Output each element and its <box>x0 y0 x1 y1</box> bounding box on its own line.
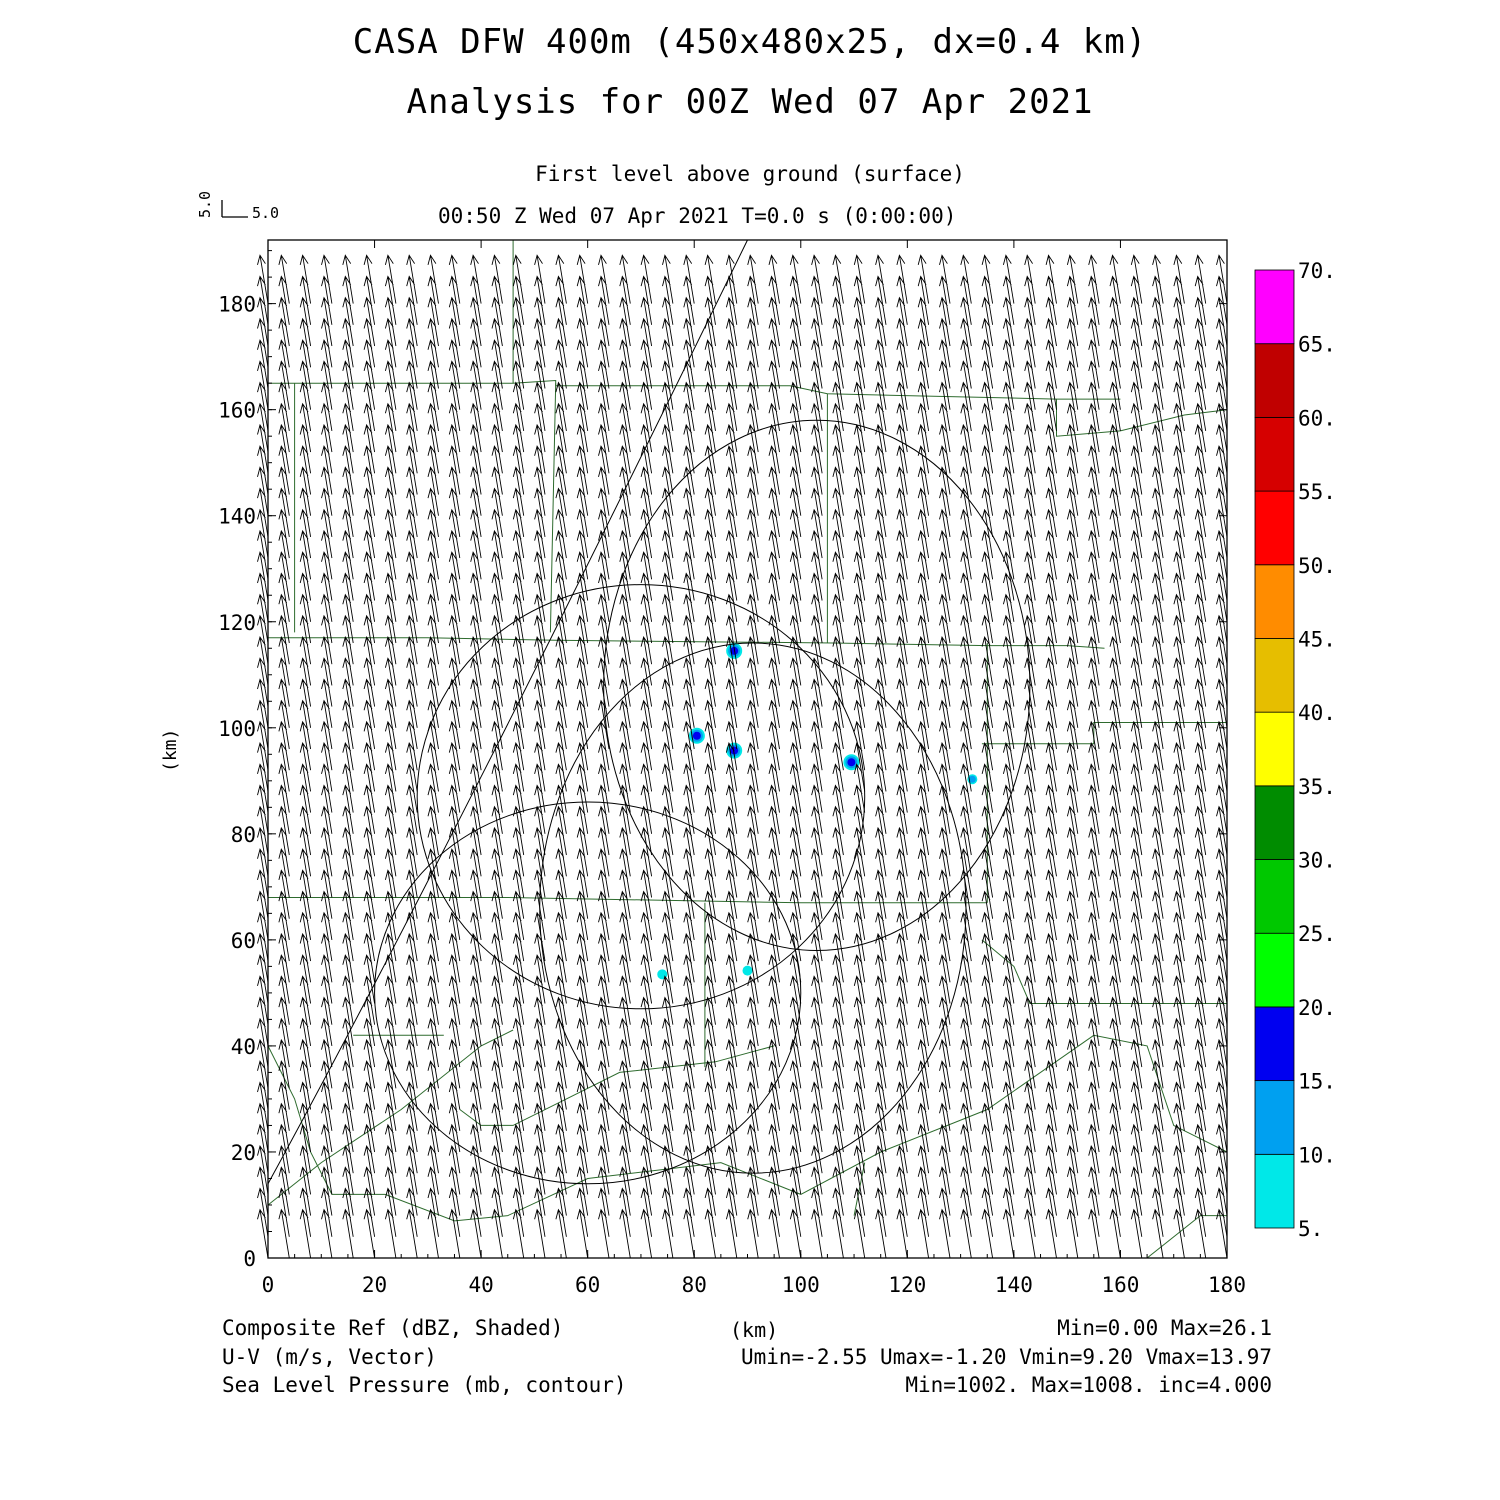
colorbar-label: 55. <box>1298 480 1336 504</box>
plot-frame <box>267 239 1228 1259</box>
footer-pressure-label: Sea Level Pressure (mb, contour) <box>222 1373 627 1397</box>
x-tick-label: 160 <box>1101 1273 1139 1297</box>
county-boundary <box>853 1162 866 1216</box>
x-tick-label: 100 <box>782 1273 820 1297</box>
x-tick-label: 60 <box>575 1273 600 1297</box>
vector-reference-u-label: 5.0 <box>252 204 280 222</box>
footer-wind-label: U-V (m/s, Vector) <box>222 1345 437 1369</box>
x-axis-label: (km) <box>730 1318 779 1342</box>
colorbar-label: 70. <box>1298 259 1336 283</box>
y-tick-label: 160 <box>218 399 256 423</box>
x-tick-label: 40 <box>468 1273 493 1297</box>
colorbar-swatch <box>1254 416 1295 492</box>
county-boundary <box>1146 1215 1227 1259</box>
colorbar-swatch <box>1254 490 1295 566</box>
pressure-contour <box>267 239 748 1185</box>
colorbar-label: 20. <box>1298 996 1336 1020</box>
colorbar-label: 40. <box>1298 701 1336 725</box>
x-tick-label: 80 <box>682 1273 707 1297</box>
x-tick-label: 180 <box>1208 1273 1246 1297</box>
y-tick-label: 0 <box>243 1247 256 1271</box>
y-tick-label: 120 <box>218 611 256 635</box>
colorbar-swatch <box>1254 859 1295 934</box>
county-boundary <box>981 722 1227 745</box>
colorbar-swatch <box>1254 564 1295 639</box>
colorbar-swatch <box>1254 1006 1295 1082</box>
wind-vectors-layer <box>257 254 1228 1259</box>
colorbar-label: 60. <box>1298 406 1336 430</box>
x-tick-label: 140 <box>995 1273 1033 1297</box>
valid-time-label: 00:50 Z Wed 07 Apr 2021 T=0.0 s (0:00:00… <box>438 204 957 228</box>
colorbar-label: 30. <box>1298 849 1336 873</box>
axes-layer: 0 20 40 60 80 100 120 140 160 180 0 20 40 60 80 100 120 1… <box>218 240 1246 1297</box>
pressure-contour <box>603 419 1031 951</box>
colorbar-swatch <box>1254 1080 1295 1155</box>
reflectivity-cell-outer <box>742 965 753 976</box>
reflectivity-cell-core <box>692 731 701 740</box>
county-boundary <box>268 897 988 904</box>
pressure-contour <box>416 584 866 1010</box>
reflectivity-cell-mid <box>968 775 976 783</box>
chart-title: CASA DFW 400m (450x480x25, dx=0.4 km) <box>352 22 1148 62</box>
colorbar-swatch <box>1254 932 1295 1008</box>
colorbar: 5. 10. 15. 20. 25. 30. 35. 40. 45. 50. 55. 60. 65. 70… <box>1254 259 1336 1241</box>
pressure-contour <box>374 801 802 1185</box>
county-boundary <box>267 1029 514 1206</box>
y-tick-label: 80 <box>231 823 256 847</box>
colorbar-swatch <box>1254 269 1295 345</box>
colorbar-label: 35. <box>1298 775 1336 799</box>
level-label: First level above ground (surface) <box>535 162 965 186</box>
colorbar-swatch <box>1254 785 1295 860</box>
y-tick-label: 100 <box>218 717 256 741</box>
footer-reflectivity-range: Min=0.00 Max=26.1 <box>1057 1316 1272 1340</box>
colorbar-label: 10. <box>1298 1143 1336 1167</box>
colorbar-label: 50. <box>1298 554 1336 578</box>
footer-pressure-range: Min=1002. Max=1008. inc=4.000 <box>905 1373 1272 1397</box>
colorbar-swatch <box>1254 1153 1295 1229</box>
vector-reference-icon <box>221 200 248 218</box>
chart-subtitle-analysis-time: Analysis for 00Z Wed 07 Apr 2021 <box>406 82 1094 122</box>
colorbar-label: 45. <box>1298 627 1336 651</box>
wind-vector-field <box>257 254 1228 1259</box>
county-boundary <box>549 383 557 633</box>
reflectivity-cell-core <box>847 758 856 767</box>
colorbar-label: 15. <box>1298 1070 1336 1094</box>
colorbar-swatch <box>1254 343 1295 418</box>
colorbar-label: 5. <box>1298 1217 1323 1241</box>
y-tick-label: 140 <box>218 505 256 529</box>
y-tick-label: 60 <box>231 929 256 953</box>
y-tick-label: 20 <box>231 1141 256 1165</box>
county-boundary <box>981 939 1227 1004</box>
colorbar-swatch <box>1254 638 1295 713</box>
footer-reflectivity-label: Composite Ref (dBZ, Shaded) <box>222 1316 564 1340</box>
county-boundaries-layer <box>267 240 1228 1259</box>
y-tick-label: 40 <box>231 1035 256 1059</box>
colorbar-swatch <box>1254 711 1295 787</box>
y-tick-label: 180 <box>218 293 256 317</box>
colorbar-label: 25. <box>1298 922 1336 946</box>
x-tick-label: 120 <box>888 1273 926 1297</box>
county-boundary <box>459 1045 775 1126</box>
x-tick-label: 20 <box>362 1273 387 1297</box>
county-boundary <box>268 379 1121 400</box>
footer-wind-range: Umin=-2.55 Umax=-1.20 Vmin=9.20 Vmax=13.… <box>740 1345 1272 1369</box>
x-tick-label: 0 <box>262 1273 275 1297</box>
colorbar-label: 65. <box>1298 333 1336 357</box>
